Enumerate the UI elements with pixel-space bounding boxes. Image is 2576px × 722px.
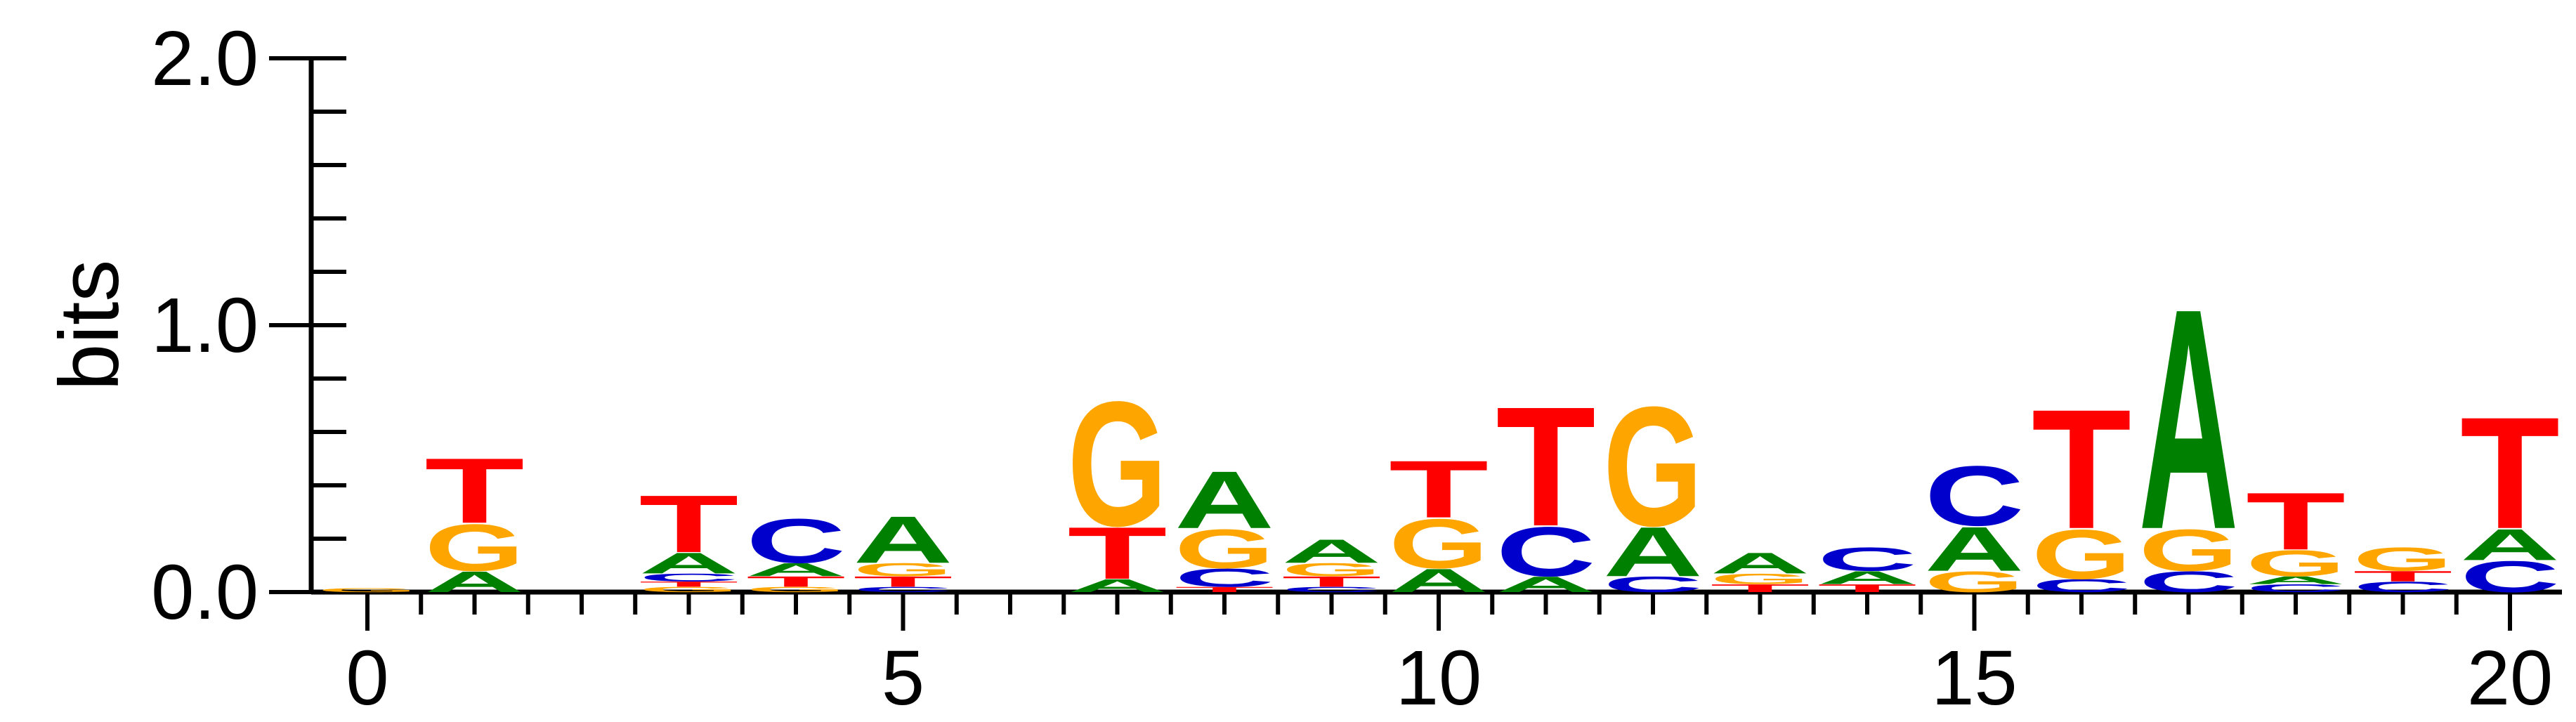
logo-letter-t: T [1817,582,1917,595]
y-axis: 0.0 1.0 2.0 [151,15,346,636]
logo-letter-c: C [2032,575,2131,596]
y-tick-label: 0.0 [151,549,259,636]
y-axis-title: bits [42,260,136,391]
logo-letter-c: C [1603,572,1703,596]
logo-letter-t: T [425,440,525,543]
logo-letter-g: G [1282,559,1382,580]
logo-letter-a: A [1496,572,1596,596]
logo-letter-g: G [2139,518,2239,584]
logo-letter-a: A [639,546,739,579]
logo-letter-a: A [1282,533,1382,570]
logo-letter-t: T [639,580,739,589]
logo-letter-c: C [2246,582,2346,595]
logo-letter-c: C [1496,513,1595,591]
logo-letter-t: T [854,573,953,590]
logo-letter-a: A [853,502,953,577]
logo-letter-t: T [2032,374,2131,565]
logo-letter-g: G [746,586,846,594]
logo-letter-t: T [639,478,739,570]
logo-letter-c: C [639,571,738,584]
logo-letters: G AGTGTCATGTACCTGAATGTCGACTGAAGTACTCAGTGA… [318,243,2560,601]
logo-letter-a: A [1389,562,1489,599]
logo-letter-g: G [2246,543,2346,584]
y-tick-label: 2.0 [151,15,259,102]
logo-letter-c: C [1925,448,2025,544]
logo-letter-c: C [1817,541,1917,578]
logo-letter-t: T [1068,512,1168,595]
x-axis: 0 5 10 15 20 [311,589,2562,721]
logo-letter-a: A [425,565,525,598]
logo-letter-g: G [1711,570,1810,587]
x-tick-label: 15 [1931,635,2017,721]
x-tick-label: 10 [1396,635,1482,721]
logo-letter-g: G [318,587,417,593]
logo-letter-c: C [1175,563,1274,592]
logo-letter-a: A [746,559,846,580]
logo-letter-a: A [1817,567,1917,589]
logo-letter-a: A [2460,520,2560,570]
logo-letter-a: A [1175,455,1274,546]
logo-letter-g: G [1389,505,1489,584]
x-tick-label: 0 [346,635,388,721]
logo-letter-g: G [1175,518,1274,579]
logo-letter-c: C [2139,565,2239,598]
logo-letter-t: T [746,573,846,590]
logo-letter-g: G [1068,365,1168,563]
logo-letter-g: G [2353,541,2453,578]
x-tick-label: 20 [2467,635,2553,721]
logo-letter-g: G [1925,565,2025,598]
logo-letter-t: T [1389,444,1489,535]
logo-letter-g: G [2032,516,2131,594]
logo-letter-t: T [2460,383,2560,562]
logo-letter-g: G [639,586,739,594]
logo-letter-t: T [1496,372,1596,562]
logo-letter-a: A [1925,514,2025,584]
logo-letter-a: A [1068,575,1168,596]
logo-letter-t: T [1282,573,1382,590]
logo-letter-g: G [425,510,525,584]
logo-letter-t: T [2353,568,2453,585]
logo-letter-t: T [2246,475,2346,567]
logo-letter-c: C [2460,552,2560,602]
logo-letter-c: C [854,585,953,593]
logo-letter-a: A [1711,546,1810,579]
logo-letter-c: C [1282,585,1382,593]
logo-letter-t: T [1175,585,1274,593]
logo-letter-a: A [2246,574,2346,586]
logo-letter-g: G [854,559,953,580]
x-tick-label: 5 [882,635,924,721]
logo-letter-a: A [1603,513,1703,591]
logo-letter-c: C [2353,579,2453,596]
logo-letter-a: A [2139,243,2239,595]
logo-letter-t: T [1711,582,1810,595]
logo-letter-g: G [1603,372,1703,562]
y-tick-label: 1.0 [151,282,259,369]
logo-letter-c: C [746,506,846,577]
